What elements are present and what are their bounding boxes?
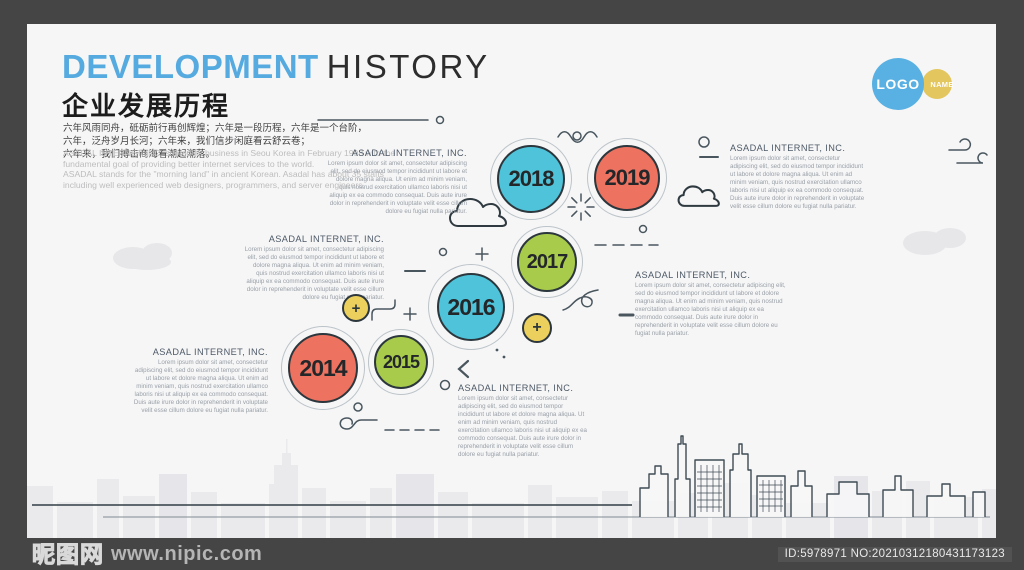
info-paragraph: Lorem ipsum dolor sit amet, consectetur … — [133, 359, 268, 414]
title-accent: DEVELOPMENT — [62, 48, 319, 85]
milestone-year: 2015 — [374, 335, 428, 389]
info-heading: ASADAL INTERNET, INC. — [268, 234, 384, 244]
plus-mark-icon — [403, 307, 417, 321]
info-block-2014: ASADAL INTERNET, INC. Lorem ipsum dolor … — [133, 347, 268, 415]
milestone-2019: 2019 — [587, 138, 667, 218]
info-paragraph: Lorem ipsum dolor sit amet, consectetur … — [730, 155, 865, 210]
dot-circle-icon — [698, 136, 710, 148]
info-heading: ASADAL INTERNET, INC. — [351, 148, 467, 158]
logo-name-circle: NAME — [922, 69, 953, 99]
info-block-2018: ASADAL INTERNET, INC. Lorem ipsum dolor … — [327, 148, 467, 216]
milestone-year: 2016 — [437, 273, 505, 341]
loop-squiggle-icon — [562, 289, 599, 311]
page-title: DEVELOPMENT HISTORY — [62, 48, 490, 86]
info-heading: ASADAL INTERNET, INC. — [730, 143, 846, 153]
milestone-year: 2014 — [288, 333, 358, 403]
step-line-icon — [371, 299, 396, 321]
plus-mark-icon — [475, 247, 489, 261]
milestone-2018: 2018 — [490, 138, 572, 220]
intro-en: ASADAL INTERNET, INC. started its busine… — [63, 148, 396, 190]
dot-circle-icon — [572, 131, 582, 141]
plus-badge-icon: + — [342, 294, 370, 322]
wind-curl-icon — [948, 138, 988, 164]
logo-primary-circle: LOGO — [872, 58, 924, 110]
dot-circle-icon — [638, 224, 648, 234]
dot-circle-icon — [435, 115, 445, 125]
intro-cn: 六年风雨同舟，砥砺前行再创辉煌；六年是一段历程，六年是一个台阶， 六年，泛舟岁月… — [63, 123, 368, 160]
milestone-year: 2019 — [594, 145, 660, 211]
info-paragraph: Lorem ipsum dolor sit amet, consectetur … — [458, 395, 587, 458]
info-heading: ASADAL INTERNET, INC. — [635, 270, 751, 280]
wave-icon — [557, 131, 598, 143]
milestone-2015: 2015 — [368, 329, 434, 395]
poster-canvas: DEVELOPMENT HISTORY 企业发展历程 六年风雨同舟，砥砺前行再创辉… — [27, 24, 996, 538]
city-skyline-outline — [639, 435, 986, 517]
info-block-2016: ASADAL INTERNET, INC. Lorem ipsum dolor … — [242, 234, 384, 302]
cloud-outline-right-icon — [677, 185, 720, 207]
company-logo: NAME LOGO — [872, 56, 996, 114]
dot-circle-icon — [439, 379, 451, 391]
info-block-2017: ASADAL INTERNET, INC. Lorem ipsum dolor … — [635, 270, 787, 338]
loop-squiggle-icon — [339, 417, 378, 430]
plus-badge-icon: + — [522, 313, 552, 343]
info-heading: ASADAL INTERNET, INC. — [458, 383, 574, 393]
watermark-bar: 昵图网 www.nipic.com ID:5978971 NO:20210312… — [0, 538, 1024, 570]
page-title-cn: 企业发展历程 — [62, 91, 231, 121]
info-block-2019: ASADAL INTERNET, INC. Lorem ipsum dolor … — [730, 143, 868, 211]
chevron-left-icon — [457, 359, 470, 379]
image-id: ID:5978971 NO:20210312180431173123 — [777, 546, 1012, 562]
info-heading: ASADAL INTERNET, INC. — [152, 347, 268, 357]
info-paragraph: Lorem ipsum dolor sit amet, consectetur … — [244, 246, 384, 301]
cloud-gray-right-icon — [903, 228, 966, 255]
site-logo: 昵图网 — [32, 541, 104, 568]
title-rest: HISTORY — [326, 48, 490, 85]
milestone-year: 2018 — [497, 145, 565, 213]
dot-circle-icon — [438, 247, 448, 257]
dot-circle-icon — [353, 402, 363, 412]
starburst-icon — [567, 193, 595, 221]
info-block-2015: ASADAL INTERNET, INC. Lorem ipsum dolor … — [458, 383, 588, 459]
milestone-2017: 2017 — [511, 226, 583, 298]
site-url: www.nipic.com — [111, 542, 263, 565]
cloud-gray-left-icon — [113, 243, 172, 270]
milestone-2016: 2016 — [428, 264, 514, 350]
milestone-year: 2017 — [517, 232, 577, 292]
info-paragraph: Lorem ipsum dolor sit amet, consectetur … — [635, 282, 786, 337]
milestone-2014: 2014 — [281, 326, 365, 410]
info-paragraph: Lorem ipsum dolor sit amet, consectetur … — [327, 160, 467, 215]
